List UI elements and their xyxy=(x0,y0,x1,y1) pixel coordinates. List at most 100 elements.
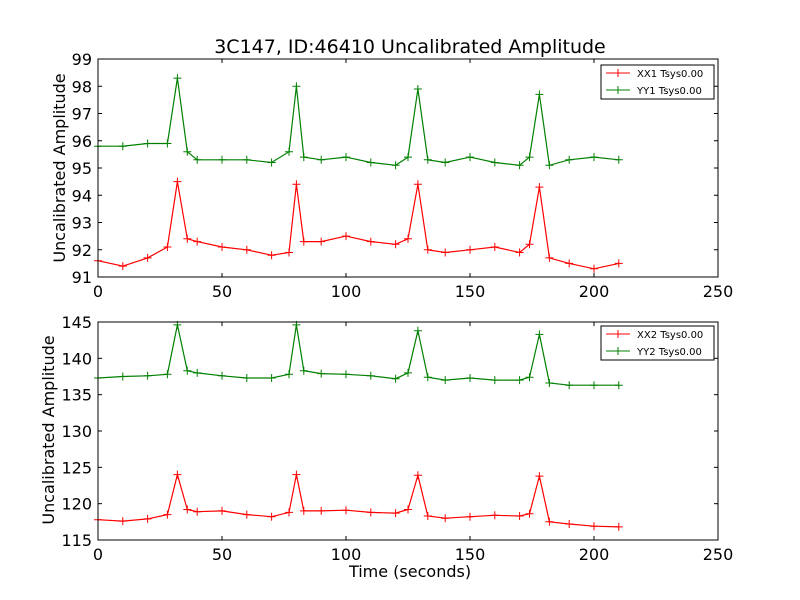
data-point xyxy=(299,237,308,246)
data-point xyxy=(614,155,623,164)
data-point xyxy=(590,381,598,390)
data-point xyxy=(525,509,534,518)
data-point xyxy=(413,180,422,189)
data-point xyxy=(118,262,127,271)
data-point xyxy=(285,248,293,257)
data-point xyxy=(490,511,499,520)
y-tick-label: 145 xyxy=(61,313,92,332)
data-point xyxy=(565,155,574,164)
data-point xyxy=(466,374,474,382)
y-tick-label: 120 xyxy=(61,495,92,514)
x-tick-label: 250 xyxy=(703,282,734,301)
data-point xyxy=(267,158,276,167)
bottom-legend: XX2 Tsys0.00 YY2 Tsys0.00 xyxy=(600,325,715,361)
x-tick-label: 50 xyxy=(212,545,232,564)
y-tick-label: 96 xyxy=(72,132,92,151)
data-point xyxy=(183,234,192,243)
data-point xyxy=(535,330,544,339)
top-legend: XX1 Tsys0.00 YY1 Tsys0.00 xyxy=(600,64,715,100)
bottom-y-axis-label: Uncalibrated Amplitude xyxy=(39,335,58,524)
data-point xyxy=(183,505,192,514)
data-point xyxy=(342,506,350,515)
data-point xyxy=(535,472,544,481)
y-tick-label: 94 xyxy=(72,186,92,205)
top-plot-frame xyxy=(97,58,719,278)
x-tick-label: 250 xyxy=(703,545,734,564)
data-point xyxy=(404,368,412,377)
data-point xyxy=(404,505,412,514)
bottom-series-group xyxy=(94,320,623,531)
bottom-x-axis-label: Time (seconds) xyxy=(348,562,471,581)
data-point xyxy=(342,232,350,241)
series-line-xx2 xyxy=(97,472,619,528)
data-point xyxy=(404,234,412,243)
data-point xyxy=(292,180,301,189)
data-point xyxy=(118,372,127,381)
data-point xyxy=(299,153,308,162)
x-tick-label: 100 xyxy=(331,282,362,301)
data-point xyxy=(391,509,400,518)
top-plot: 3C147, ID:46410 Uncalibrated Amplitude U… xyxy=(50,36,733,301)
data-point xyxy=(441,376,450,385)
y-tick-label: 135 xyxy=(61,386,92,405)
data-point xyxy=(565,259,574,268)
top-tick-group: 0 50 100 150 200 250 91 92 93 94 95 96 97 98 99 xyxy=(72,50,734,301)
data-point xyxy=(614,381,623,390)
legend-label-yy1: YY1 Tsys0.00 xyxy=(636,86,702,97)
legend-marker-xx2 xyxy=(614,330,622,338)
data-point xyxy=(515,512,524,520)
data-point xyxy=(143,139,152,148)
data-point xyxy=(525,240,534,249)
data-point xyxy=(242,510,251,519)
data-point xyxy=(143,371,152,380)
data-point xyxy=(441,514,450,523)
data-point xyxy=(193,155,202,164)
y-tick-label: 99 xyxy=(72,50,92,69)
top-y-axis-label: Uncalibrated Amplitude xyxy=(50,73,69,262)
legend-marker-yy2 xyxy=(614,347,622,355)
data-point xyxy=(242,245,251,254)
data-point xyxy=(565,520,574,528)
data-point xyxy=(143,253,152,262)
data-point xyxy=(391,240,400,249)
data-point xyxy=(193,237,202,246)
data-point xyxy=(423,155,432,164)
data-point xyxy=(317,155,326,164)
data-point xyxy=(490,243,499,251)
data-point xyxy=(242,374,251,382)
data-point xyxy=(423,373,432,382)
data-point xyxy=(285,508,293,517)
data-point xyxy=(545,517,554,526)
bottom-tick-group: 0 50 100 150 200 250 115 120 125 130 135 140 145 xyxy=(61,313,733,564)
data-point xyxy=(391,161,400,170)
data-point xyxy=(535,183,544,192)
data-point xyxy=(218,243,226,251)
data-point xyxy=(118,517,127,526)
data-point xyxy=(143,514,152,523)
data-point xyxy=(490,376,499,385)
data-point xyxy=(292,470,301,479)
data-point xyxy=(515,161,524,170)
data-point xyxy=(366,237,375,246)
data-point xyxy=(413,471,422,480)
data-point xyxy=(163,243,172,251)
data-point xyxy=(525,153,534,162)
data-point xyxy=(317,369,326,378)
data-point xyxy=(173,74,182,83)
y-tick-label: 140 xyxy=(61,349,92,368)
y-tick-label: 93 xyxy=(72,214,92,233)
data-point xyxy=(342,370,350,379)
data-point xyxy=(285,370,293,379)
legend-label-xx1: XX1 Tsys0.00 xyxy=(637,69,703,80)
data-point xyxy=(545,161,554,170)
data-point xyxy=(590,522,598,531)
data-point xyxy=(366,508,375,517)
top-legend-box xyxy=(600,64,715,100)
data-point xyxy=(590,153,598,162)
series-line-xx1 xyxy=(97,181,619,270)
data-point xyxy=(441,158,450,167)
data-point xyxy=(218,506,226,515)
data-point xyxy=(163,139,172,148)
data-point xyxy=(342,153,350,162)
